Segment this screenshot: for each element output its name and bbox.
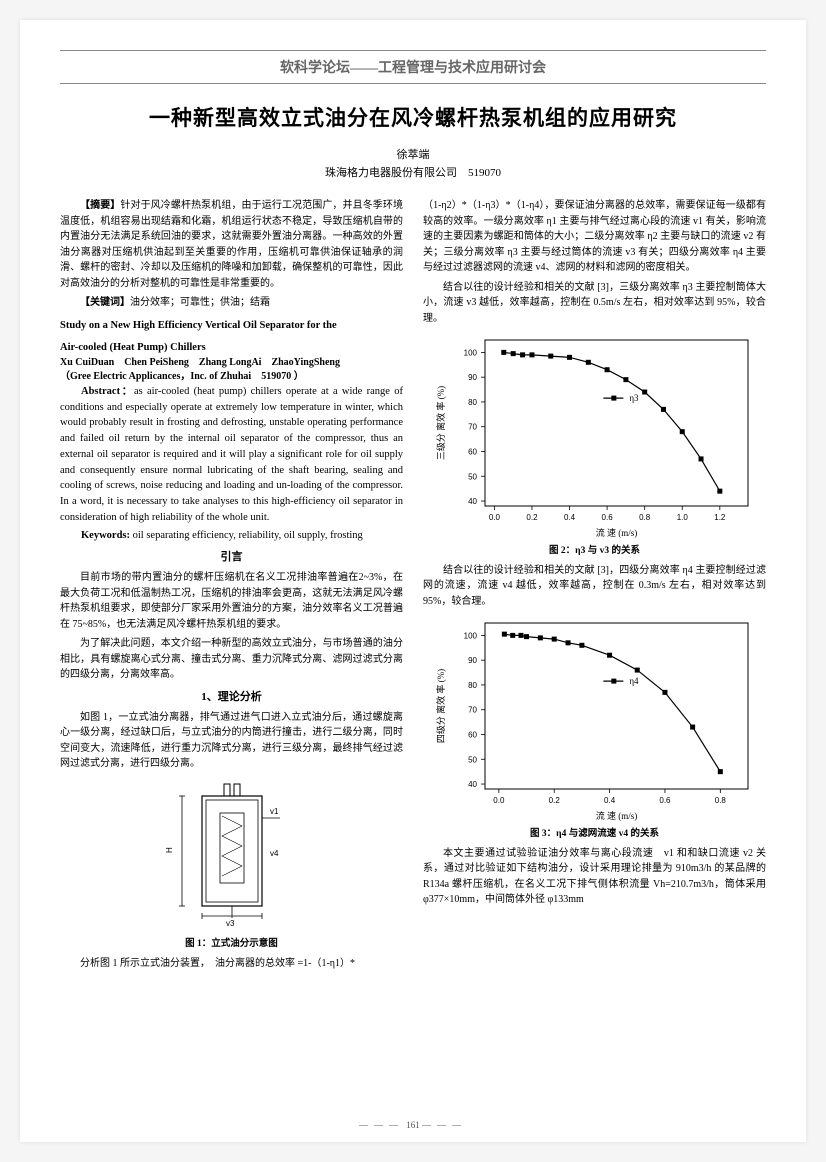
keywords-en-label: Keywords:: [81, 530, 130, 541]
intro-p1: 目前市场的带内置油分的螺杆压缩机在名义工况排油率普遍在2~3%，在最大负荷工况和…: [60, 570, 403, 632]
chart-eta4: 0.0 0.2 0.4 0.6 0.8 40 50 60 70 80 90 100 流 速 (m/s) 四…: [430, 613, 760, 823]
fig3-caption: 图 3：η4 与滤网流速 v4 的关系: [423, 827, 766, 842]
section-1-head: 1、理论分析: [60, 689, 403, 706]
svg-text:100: 100: [463, 632, 477, 641]
keywords-label: 【关键词】: [80, 297, 130, 308]
left-column: 【摘要】针对于风冷螺杆热泵机组，由于运行工况范围广，并且冬季环境温度低，机组容易…: [60, 198, 403, 976]
svg-text:三级分 离效 率 (%): 三级分 离效 率 (%): [435, 386, 446, 460]
keywords-text: 油分效率；可靠性；供油；结霜: [130, 297, 270, 308]
svg-text:70: 70: [468, 423, 477, 432]
svg-text:60: 60: [468, 731, 477, 740]
svg-text:0.0: 0.0: [488, 513, 500, 522]
fig2-caption: 图 2：η3 与 v3 的关系: [423, 544, 766, 559]
svg-text:90: 90: [468, 373, 477, 382]
svg-text:v3: v3: [226, 919, 235, 928]
svg-text:流 速 (m/s): 流 速 (m/s): [595, 810, 637, 821]
title-en-l2: Air-cooled (Heat Pump) Chillers: [60, 341, 403, 356]
abstract-en: Abstract：as air-cooled (heat pump) chill…: [60, 384, 403, 526]
svg-text:H: H: [165, 847, 174, 853]
svg-text:0.8: 0.8: [639, 513, 651, 522]
svg-text:0.8: 0.8: [714, 796, 726, 805]
svg-text:0.2: 0.2: [548, 796, 560, 805]
abstract-cn: 【摘要】针对于风冷螺杆热泵机组，由于运行工况范围广，并且冬季环境温度低，机组容易…: [60, 198, 403, 291]
svg-text:v4: v4: [270, 849, 279, 858]
col2-p3: 结合以往的设计经验和相关的文献 [3]，四级分离效率 η4 主要控制经过滤网的流…: [423, 563, 766, 610]
col2-p2: 结合以往的设计经验和相关的文献 [3]，三级分离效率 η3 主要控制筒体大小，流…: [423, 280, 766, 327]
authors-en: Xu CuiDuan Chen PeiSheng Zhang LongAi Zh…: [60, 356, 403, 370]
fig1-subtext: 分析图 1 所示立式油分装置， 油分离器的总效率 =1-（1-η1）*: [60, 956, 403, 972]
abstract-en-text: as air-cooled (heat pump) chillers opera…: [60, 386, 403, 523]
svg-text:1.0: 1.0: [676, 513, 688, 522]
svg-text:40: 40: [468, 497, 477, 506]
paper-title: 一种新型高效立式油分在风冷螺杆热泵机组的应用研究: [60, 102, 766, 132]
svg-text:80: 80: [468, 681, 477, 690]
svg-text:η4: η4: [629, 676, 639, 686]
keywords-cn: 【关键词】油分效率；可靠性；供油；结霜: [60, 295, 403, 311]
affiliation: 珠海格力电器股份有限公司 519070: [60, 164, 766, 180]
page: 软科学论坛——工程管理与技术应用研讨会 一种新型高效立式油分在风冷螺杆热泵机组的…: [20, 20, 806, 1142]
abstract-label: 【摘要】: [80, 200, 120, 211]
abstract-en-label: Abstract：: [81, 386, 134, 397]
figure-1-schematic: H v3 v1 v4: [60, 778, 403, 934]
svg-text:50: 50: [468, 755, 477, 764]
svg-text:流 速 (m/s): 流 速 (m/s): [595, 527, 637, 538]
svg-text:0.6: 0.6: [659, 796, 671, 805]
two-column-body: 【摘要】针对于风冷螺杆热泵机组，由于运行工况范围广，并且冬季环境温度低，机组容易…: [60, 198, 766, 976]
fig1-caption: 图 1：立式油分示意图: [60, 937, 403, 952]
top-rule: [60, 50, 766, 51]
svg-text:60: 60: [468, 447, 477, 456]
svg-text:0.2: 0.2: [526, 513, 538, 522]
svg-text:40: 40: [468, 780, 477, 789]
keywords-en-text: oil separating efficiency, reliability, …: [133, 530, 363, 541]
svg-text:η3: η3: [629, 393, 639, 403]
svg-text:70: 70: [468, 706, 477, 715]
journal-header: 软科学论坛——工程管理与技术应用研讨会: [60, 55, 766, 84]
intro-p2: 为了解决此问题，本文介绍一种新型的高效立式油分，与市场普通的油分相比，具有螺旋离…: [60, 636, 403, 683]
svg-text:80: 80: [468, 398, 477, 407]
right-column: （1-η2）*（1-η3）*（1-η4），要保证油分离器的总效率，需要保证每一级…: [423, 198, 766, 976]
svg-text:90: 90: [468, 656, 477, 665]
svg-text:100: 100: [463, 348, 477, 357]
svg-text:50: 50: [468, 472, 477, 481]
keywords-en: Keywords: oil separating efficiency, rel…: [60, 528, 403, 544]
svg-text:0.0: 0.0: [493, 796, 505, 805]
chart-eta3: 0.0 0.2 0.4 0.6 0.8 1.0 1.2 40 50 60 70 80 90 100 流 速 …: [430, 330, 760, 540]
svg-text:1.2: 1.2: [714, 513, 726, 522]
svg-text:0.4: 0.4: [604, 796, 616, 805]
svg-text:0.6: 0.6: [601, 513, 613, 522]
sec1-p1: 如图 1，一立式油分离器，排气通过进气口进入立式油分后，通过螺旋离心一级分离，经…: [60, 710, 403, 772]
svg-text:四级分 离效 率 (%): 四级分 离效 率 (%): [435, 669, 446, 743]
col2-p4: 本文主要通过试验验证油分效率与离心段流速 v1 和和缺口流速 v2 关系，通过对…: [423, 846, 766, 908]
affiliation-en: （Gree Electric Applicances，Inc. of Zhuha…: [60, 370, 403, 384]
svg-text:v1: v1: [270, 807, 279, 816]
svg-text:0.4: 0.4: [563, 513, 575, 522]
abstract-text: 针对于风冷螺杆热泵机组，由于运行工况范围广，并且冬季环境温度低，机组容易出现结霜…: [60, 200, 403, 289]
section-intro-head: 引言: [60, 549, 403, 566]
col2-p1: （1-η2）*（1-η3）*（1-η4），要保证油分离器的总效率，需要保证每一级…: [423, 198, 766, 276]
author: 徐萃端: [60, 146, 766, 162]
title-en-l1: Study on a New High Efficiency Vertical …: [60, 319, 403, 334]
